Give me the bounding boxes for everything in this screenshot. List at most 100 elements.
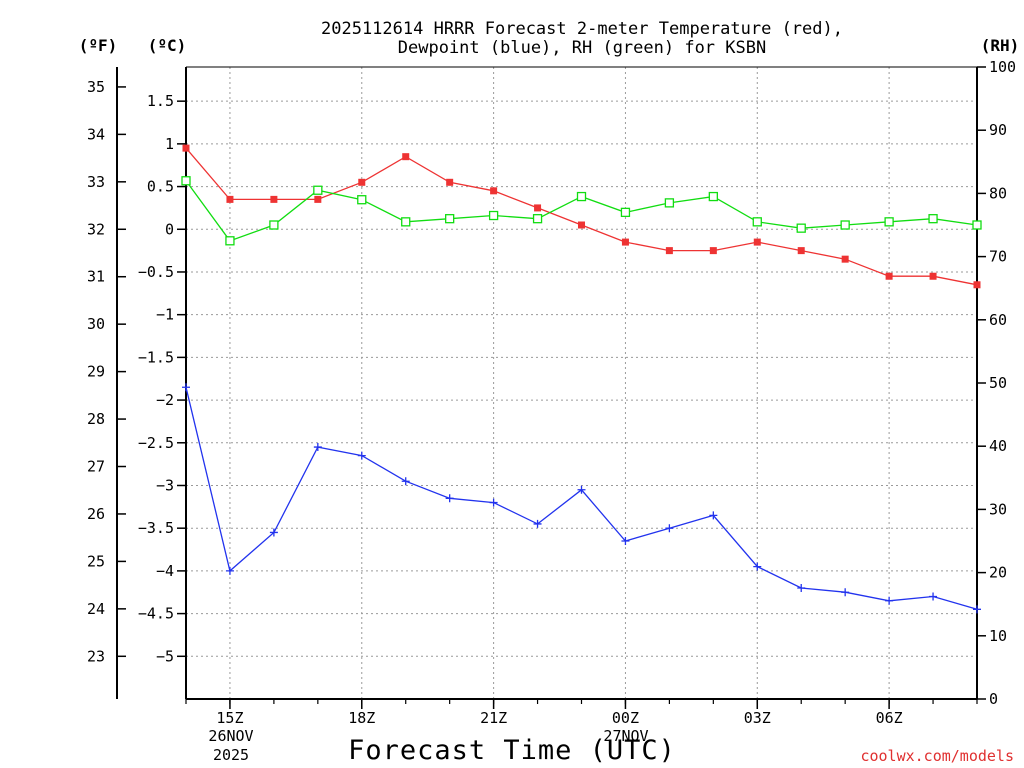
fahrenheit-tick-label: 32	[87, 220, 105, 238]
rh-tick-label: 30	[989, 500, 1007, 518]
celsius-tick-label: −0.5	[138, 263, 174, 281]
temperature-point	[621, 238, 629, 246]
grid-lines	[186, 67, 977, 699]
time-tick-label: 00Z	[612, 709, 639, 727]
time-tick-label: 06Z	[876, 709, 903, 727]
dewpoint-point	[797, 583, 806, 592]
dewpoint-point	[489, 498, 498, 507]
rh-tick-label: 60	[989, 311, 1007, 329]
chart-title-line-2: Dewpoint (blue), RH (green) for KSBN	[398, 38, 766, 58]
dewpoint-point	[973, 605, 981, 614]
rh-point	[840, 220, 850, 230]
rh-tick-label: 70	[989, 248, 1007, 266]
celsius-tick-label: −1.5	[138, 348, 174, 366]
rh-point	[401, 217, 411, 227]
rh-point	[664, 198, 675, 208]
rh-point	[269, 220, 279, 230]
fahrenheit-tick-label: 31	[87, 268, 105, 286]
tick-marks	[117, 66, 986, 709]
celsius-tick-label: −1	[156, 306, 174, 324]
dewpoint-line	[185, 387, 978, 610]
celsius-tick-label: −4.5	[138, 605, 174, 623]
tick-labels: −5 −4.5 −4 −3.5 −3 −2.5 −2 −1.5 −1 −0.5 0 0.5 1 1.5 23…	[87, 58, 1016, 727]
rh-series	[181, 176, 982, 246]
temperature-point	[885, 272, 893, 280]
rh-tick-label: 20	[989, 564, 1007, 582]
rh-point	[620, 207, 631, 218]
rh-line	[185, 180, 978, 242]
fahrenheit-tick-label: 34	[87, 125, 105, 143]
dewpoint-point	[665, 524, 674, 533]
dewpoint-point	[357, 451, 366, 460]
celsius-tick-label: 0.5	[147, 178, 174, 196]
rh-tick-label: 0	[989, 690, 998, 708]
rh-point	[928, 214, 938, 224]
celsius-tick-label: 0	[165, 220, 174, 238]
rh-point	[225, 236, 235, 246]
rh-tick-label: 10	[989, 627, 1007, 645]
fahrenheit-tick-label: 27	[87, 458, 105, 476]
dewpoint-point	[621, 537, 630, 545]
rh-point	[576, 191, 587, 202]
dewpoint-point	[753, 562, 762, 571]
date-label-day: 26NOV	[208, 727, 253, 745]
temperature-point	[709, 247, 717, 255]
dewpoint-point	[401, 477, 410, 486]
celsius-tick-label: −2	[156, 391, 174, 409]
fahrenheit-tick-label: 35	[87, 78, 105, 96]
dewpoint-point	[182, 383, 190, 392]
rh-point	[488, 210, 499, 221]
celsius-unit-label: (ºC)	[148, 36, 187, 55]
temperature-point	[973, 281, 981, 289]
rh-point	[796, 223, 806, 233]
rh-point	[357, 195, 367, 205]
fahrenheit-tick-label: 23	[87, 647, 105, 665]
rh-point	[445, 214, 455, 224]
rh-point	[708, 191, 718, 202]
temperature-point	[358, 178, 366, 186]
temperature-point	[841, 255, 849, 263]
dewpoint-point	[313, 443, 322, 452]
rh-point	[972, 220, 982, 230]
rh-point	[532, 214, 543, 224]
dewpoint-series	[182, 383, 981, 614]
date-label-year: 2025	[213, 746, 249, 764]
temperature-series	[182, 144, 981, 289]
fahrenheit-tick-label: 29	[87, 363, 105, 381]
fahrenheit-unit-label: (ºF)	[79, 36, 118, 55]
temperature-point	[753, 238, 761, 246]
temperature-point	[402, 153, 410, 161]
rh-point	[313, 185, 323, 195]
temperature-point	[314, 195, 322, 203]
rh-tick-label: 100	[989, 58, 1016, 76]
rh-tick-label: 40	[989, 437, 1007, 455]
watermark: coolwx.com/models	[860, 747, 1014, 765]
celsius-tick-label: 1.5	[147, 92, 174, 110]
temperature-point	[665, 247, 673, 255]
rh-tick-label: 90	[989, 121, 1007, 139]
x-axis-title: Forecast Time (UTC)	[348, 735, 676, 766]
celsius-tick-label: −3.5	[138, 519, 174, 537]
fahrenheit-tick-label: 26	[87, 505, 105, 523]
celsius-tick-label: −3	[156, 476, 174, 494]
time-tick-label: 03Z	[744, 709, 771, 727]
temperature-point	[182, 144, 190, 152]
fahrenheit-tick-label: 28	[87, 410, 105, 428]
temperature-point	[534, 204, 542, 212]
temperature-point	[226, 195, 234, 203]
dewpoint-point	[269, 528, 278, 537]
time-tick-label: 15Z	[216, 709, 243, 727]
dewpoint-point	[709, 511, 718, 520]
fahrenheit-tick-label: 33	[87, 173, 105, 191]
dewpoint-point	[445, 494, 454, 503]
dewpoint-point	[533, 519, 542, 528]
temperature-point	[490, 187, 498, 195]
temperature-line	[185, 147, 978, 286]
data-series	[181, 144, 982, 614]
fahrenheit-tick-label: 30	[87, 315, 105, 333]
temperature-point	[270, 195, 278, 203]
time-tick-label: 21Z	[480, 709, 507, 727]
celsius-tick-label: −2.5	[138, 434, 174, 452]
rh-point	[181, 176, 191, 186]
